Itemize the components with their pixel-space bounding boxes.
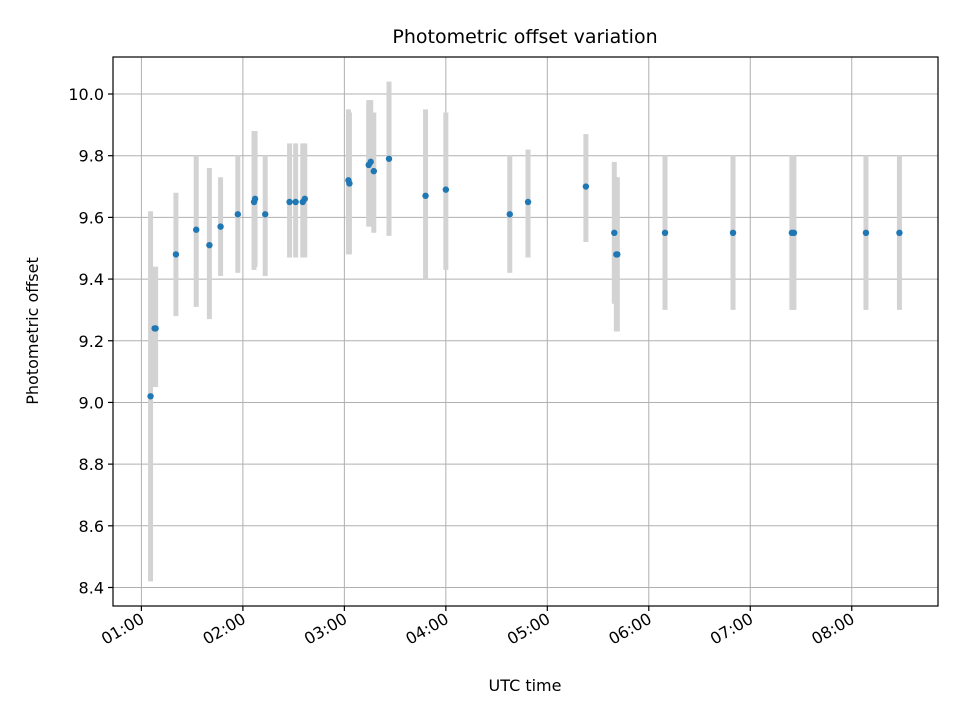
data-point <box>147 393 154 400</box>
data-point <box>370 167 377 175</box>
data-point <box>234 211 242 218</box>
data-point <box>292 198 299 206</box>
y-axis-label: Photometric offset <box>23 257 42 405</box>
data-point <box>262 211 269 218</box>
y-tick-label: 8.8 <box>79 455 104 474</box>
data-point <box>206 241 213 249</box>
data-point <box>729 229 737 237</box>
chart-title: Photometric offset variation <box>392 26 657 48</box>
data-point <box>346 180 353 187</box>
data-point <box>172 251 180 258</box>
data-point <box>614 251 621 258</box>
data-point <box>582 183 590 190</box>
data-point <box>524 198 532 206</box>
y-tick-label: 9.2 <box>79 332 104 351</box>
data-point <box>367 158 374 166</box>
data-point <box>896 229 903 237</box>
data-point <box>442 186 450 193</box>
y-tick-label: 10.0 <box>68 85 104 104</box>
data-point <box>152 325 159 332</box>
data-point <box>301 195 308 203</box>
y-tick-label: 8.6 <box>79 517 104 536</box>
y-tick-label: 9.4 <box>79 270 104 289</box>
data-point <box>611 229 618 237</box>
data-point <box>217 223 224 230</box>
data-points <box>147 155 903 400</box>
grid <box>113 57 938 606</box>
plot-frame <box>112 56 939 607</box>
data-point <box>506 211 513 218</box>
data-point <box>193 226 200 233</box>
data-point <box>385 155 393 162</box>
data-point <box>422 192 429 199</box>
y-tick-label: 9.6 <box>79 208 104 227</box>
y-tick-label: 9.0 <box>79 393 104 412</box>
data-point <box>286 198 293 206</box>
y-tick-label: 8.4 <box>79 578 104 597</box>
data-point <box>862 229 870 237</box>
x-axis-label: UTC time <box>489 676 562 695</box>
data-point <box>790 229 798 237</box>
data-point <box>251 195 259 203</box>
y-tick-label: 9.8 <box>79 147 104 166</box>
y-axis-ticks: 8.4 8.6 8.8 9.0 9.2 9.4 9.6 9.8 10.0 <box>68 85 113 597</box>
data-point <box>661 229 669 237</box>
